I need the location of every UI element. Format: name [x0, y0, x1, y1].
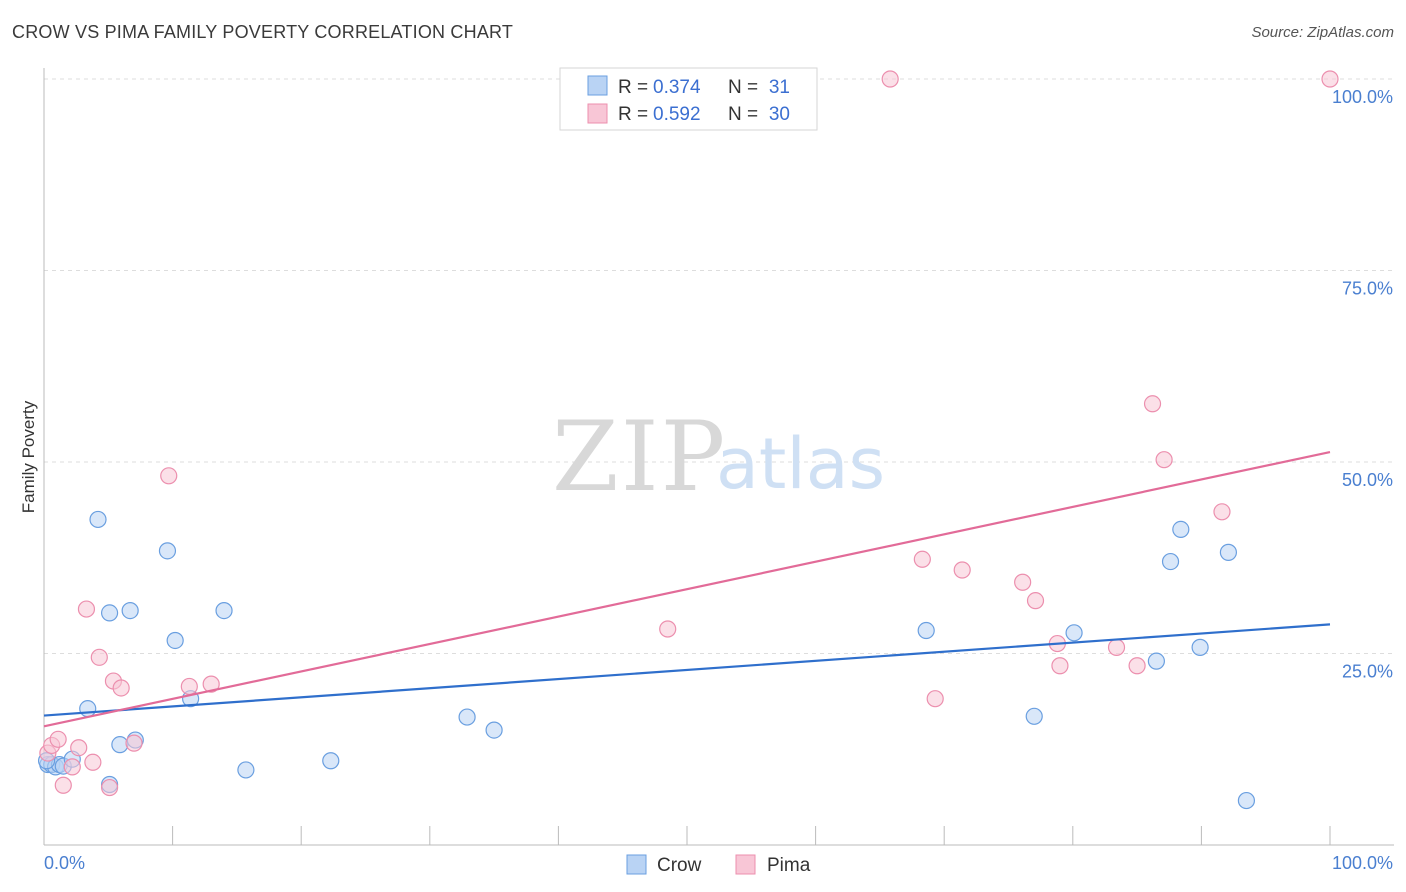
pima-point [881, 70, 899, 88]
pima-point [180, 677, 198, 696]
pima-point [160, 467, 178, 485]
crow-point [1219, 543, 1238, 561]
pima-point [77, 600, 96, 618]
series-legend: Crow Pima [626, 854, 811, 876]
watermark-zip: ZIP [552, 401, 727, 513]
crow-point [485, 721, 503, 739]
pima-point [202, 675, 220, 693]
y-tick-labels: 25.0% 50.0% 75.0% 100.0% [1332, 87, 1393, 682]
pima-point [125, 734, 143, 752]
crow-trendline [43, 623, 1331, 717]
pima-point [659, 620, 677, 638]
pima-point [84, 753, 102, 771]
bottom-legend-label-pima: Pima [767, 855, 811, 876]
pima-point [1321, 70, 1339, 88]
legend-r-label-crow: R = [618, 77, 648, 98]
legend-n-label-pima: N = [728, 104, 758, 125]
y-tick-label: 50.0% [1342, 470, 1393, 490]
crow-point [166, 631, 184, 650]
chart-title: CROW VS PIMA FAMILY POVERTY CORRELATION … [12, 22, 514, 42]
x-tick-label-min: 0.0% [44, 853, 85, 873]
bottom-legend-label-crow: Crow [657, 855, 702, 876]
pima-point [90, 648, 108, 666]
pima-point [70, 739, 88, 757]
x-tick-marks [172, 826, 1331, 845]
watermark: ZIP atlas [552, 401, 885, 513]
y-tick-label: 75.0% [1342, 279, 1393, 299]
pima-point [926, 690, 944, 708]
correlation-legend: R = 0.374 N = 31 R = 0.592 N = 30 [559, 67, 818, 131]
crow-point [237, 761, 255, 779]
pima-point [1051, 657, 1069, 675]
crow-point [111, 736, 129, 754]
crow-point [1191, 638, 1209, 656]
legend-n-value-pima: 30 [769, 104, 790, 125]
crow-point [89, 510, 107, 529]
y-axis-label: Family Poverty [19, 400, 38, 513]
pima-point [1014, 573, 1032, 591]
watermark-atlas: atlas [716, 423, 885, 505]
pima-point [112, 679, 130, 697]
grid-lines [44, 78, 1394, 654]
crow-point [100, 604, 119, 622]
x-tick-label-max: 100.0% [1332, 853, 1393, 873]
source-label: Source: ZipAtlas.com [1251, 24, 1394, 41]
crow-point [215, 602, 233, 620]
crow-point [1147, 652, 1165, 670]
crow-point [79, 700, 97, 718]
pima-point [953, 561, 971, 579]
pima-point [54, 776, 72, 794]
crow-point [158, 542, 177, 560]
legend-swatch-pima [587, 103, 608, 124]
pima-point [100, 778, 119, 797]
crow-point [1065, 624, 1083, 642]
bottom-legend-swatch-crow [626, 854, 647, 875]
crow-points [37, 510, 1256, 810]
pima-point [1213, 503, 1231, 521]
crow-point [121, 602, 139, 620]
crow-point [917, 621, 935, 640]
pima-trendline [43, 450, 1331, 728]
pima-point [63, 758, 81, 776]
y-tick-label: 100.0% [1332, 87, 1393, 107]
y-tick-label: 25.0% [1342, 662, 1393, 682]
crow-point [1172, 520, 1190, 539]
pima-point [1155, 451, 1173, 469]
crow-point [1161, 552, 1180, 571]
legend-n-label-crow: N = [728, 77, 758, 98]
crow-point [1025, 707, 1043, 725]
pima-point [913, 550, 931, 568]
pima-point [1143, 395, 1162, 413]
crow-point [322, 752, 340, 770]
legend-r-label-pima: R = [618, 104, 648, 125]
pima-point [1107, 638, 1126, 656]
pima-point [1026, 592, 1045, 610]
legend-r-value-pima: 0.592 [653, 104, 701, 125]
pima-point [1128, 657, 1146, 675]
trendlines [43, 450, 1331, 728]
crow-point [1237, 791, 1256, 810]
pima-point [49, 730, 67, 748]
bottom-legend-swatch-pima [735, 854, 756, 875]
legend-r-value-crow: 0.374 [653, 77, 701, 98]
legend-n-value-crow: 31 [769, 77, 790, 98]
legend-swatch-crow [587, 75, 608, 96]
crow-point [458, 708, 476, 726]
